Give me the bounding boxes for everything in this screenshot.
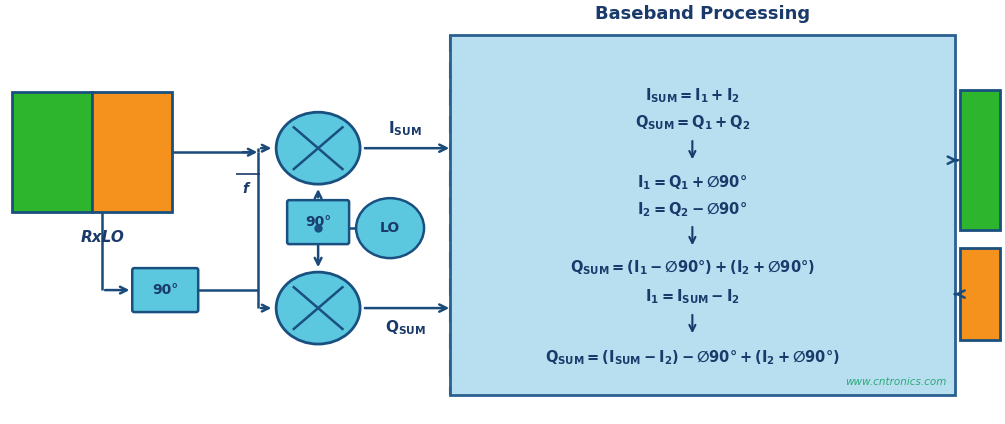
Text: $\mathbf{I_{SUM} = I_1 + I_2}$: $\mathbf{I_{SUM} = I_1 + I_2}$ xyxy=(645,86,740,105)
Text: $\mathbf{I_1 = Q_1 + \varnothing90°}$: $\mathbf{I_1 = Q_1 + \varnothing90°}$ xyxy=(637,173,748,192)
Ellipse shape xyxy=(276,112,360,184)
Text: $\mathbf{Q_{SUM} = Q_1 + Q_2}$: $\mathbf{Q_{SUM} = Q_1 + Q_2}$ xyxy=(634,113,750,131)
Ellipse shape xyxy=(276,272,360,344)
Text: f: f xyxy=(242,182,248,196)
Bar xyxy=(960,90,1000,230)
FancyBboxPatch shape xyxy=(287,200,349,244)
Text: $\mathbf{Q_{SUM} = (I_1 - \varnothing90°) + (I_2 + \varnothing90°)}$: $\mathbf{Q_{SUM} = (I_1 - \varnothing90°… xyxy=(570,259,815,277)
FancyBboxPatch shape xyxy=(133,268,198,312)
Text: $\mathbf{I_2 = Q_2 - \varnothing90°}$: $\mathbf{I_2 = Q_2 - \varnothing90°}$ xyxy=(637,201,748,220)
Text: RxLO: RxLO xyxy=(80,230,125,245)
Ellipse shape xyxy=(356,198,424,258)
Text: LO: LO xyxy=(380,221,400,235)
Text: 90°: 90° xyxy=(152,283,178,297)
Text: Baseband Processing: Baseband Processing xyxy=(595,5,810,23)
Text: 90°: 90° xyxy=(305,215,332,229)
Text: www.cntronics.com: www.cntronics.com xyxy=(845,377,947,387)
Bar xyxy=(960,248,1000,340)
Bar xyxy=(450,35,955,395)
Text: $\mathbf{I_{SUM}}$: $\mathbf{I_{SUM}}$ xyxy=(388,120,422,138)
Bar xyxy=(92,92,172,212)
Bar xyxy=(12,92,92,212)
Text: $\mathbf{I_1 = I_{SUM} - I_2}$: $\mathbf{I_1 = I_{SUM} - I_2}$ xyxy=(645,288,740,307)
Text: $\mathbf{Q_{SUM} = (I_{SUM} - I_2) - \varnothing90°+(I_2 + \varnothing90°)}$: $\mathbf{Q_{SUM} = (I_{SUM} - I_2) - \va… xyxy=(545,349,840,367)
Text: $\mathbf{Q_{SUM}}$: $\mathbf{Q_{SUM}}$ xyxy=(385,318,426,337)
